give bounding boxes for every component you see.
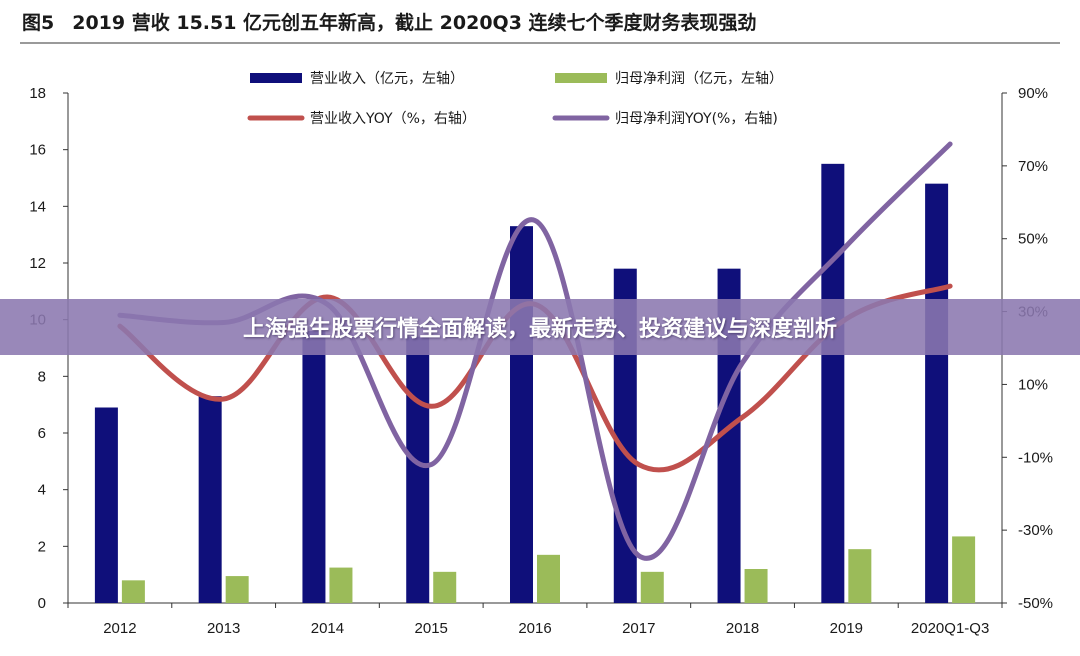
left-tick-label: 2: [38, 538, 46, 555]
x-tick-label: 2019: [830, 620, 863, 637]
legend-label: 营业收入YOY（%，右轴）: [310, 111, 476, 127]
net-profit-bar: [329, 567, 353, 603]
x-tick-label: 2015: [415, 620, 448, 637]
figure-title: 图5 2019 营收 15.51 亿元创五年新高，截止 2020Q3 连续七个季度…: [22, 6, 1062, 40]
net-profit-bar: [121, 580, 145, 603]
figure-title-text: 2019 营收 15.51 亿元创五年新高，截止 2020Q3 连续七个季度财务…: [72, 12, 757, 34]
legend-label: 归母净利润（亿元，左轴）: [615, 70, 783, 87]
left-tick-label: 12: [29, 255, 46, 272]
legend-swatch: [250, 73, 302, 83]
revenue-bar: [406, 336, 430, 603]
x-tick-label: 2013: [207, 620, 240, 637]
right-tick-label: -30%: [1018, 522, 1053, 539]
revenue-bar: [198, 396, 222, 603]
net-profit-bar: [225, 576, 249, 603]
left-tick-label: 6: [38, 425, 46, 442]
right-tick-label: 90%: [1018, 85, 1048, 102]
left-tick-label: 4: [38, 482, 46, 499]
left-tick-label: 14: [29, 198, 46, 215]
revenue-bar: [821, 163, 845, 604]
chart-bars: [94, 163, 976, 604]
overlay-banner: 上海强生股票行情全面解读，最新走势、投资建议与深度剖析: [0, 299, 1080, 355]
x-tick-label: 2012: [103, 620, 136, 637]
x-tick-label: 2016: [518, 620, 551, 637]
net-profit-bar: [848, 549, 872, 603]
revenue-bar: [925, 183, 949, 603]
x-tick-label: 2014: [311, 620, 344, 637]
revenue-bar: [94, 407, 118, 603]
x-tick-label: 2017: [622, 620, 655, 637]
x-tick-label: 2020Q1-Q3: [911, 620, 989, 637]
legend-swatch: [555, 73, 607, 83]
left-tick-label: 8: [38, 368, 46, 385]
figure-label: 图5: [22, 12, 55, 34]
right-tick-label: 50%: [1018, 231, 1048, 248]
left-tick-label: 16: [29, 142, 46, 159]
legend-label: 归母净利润YOY(%，右轴): [615, 110, 778, 127]
left-tick-label: 18: [29, 85, 46, 102]
net-profit-bar: [952, 536, 976, 603]
revenue-bar: [302, 331, 326, 603]
x-tick-label: 2018: [726, 620, 759, 637]
right-tick-label: -10%: [1018, 449, 1053, 466]
right-tick-label: 70%: [1018, 158, 1048, 175]
net-profit-bar: [537, 554, 560, 603]
legend-label: 营业收入（亿元，左轴）: [310, 71, 464, 87]
right-tick-label: -50%: [1018, 595, 1053, 612]
banner-text: 上海强生股票行情全面解读，最新走势、投资建议与深度剖析: [242, 317, 837, 342]
chart-legend: 营业收入（亿元，左轴） 归母净利润（亿元，左轴） 营业收入YOY（%，右轴） 归母净利…: [247, 70, 783, 127]
revenue-bar: [510, 226, 533, 603]
left-tick-label: 0: [38, 595, 46, 612]
chart-axes: 024681012141618-50%-30%-10%10%30%50%70%9…: [29, 85, 1053, 637]
right-tick-label: 10%: [1018, 376, 1048, 393]
net-profit-bar: [640, 571, 664, 603]
title-rule: [20, 42, 1060, 44]
net-profit-bar: [744, 569, 768, 603]
net-profit-bar: [433, 571, 457, 603]
